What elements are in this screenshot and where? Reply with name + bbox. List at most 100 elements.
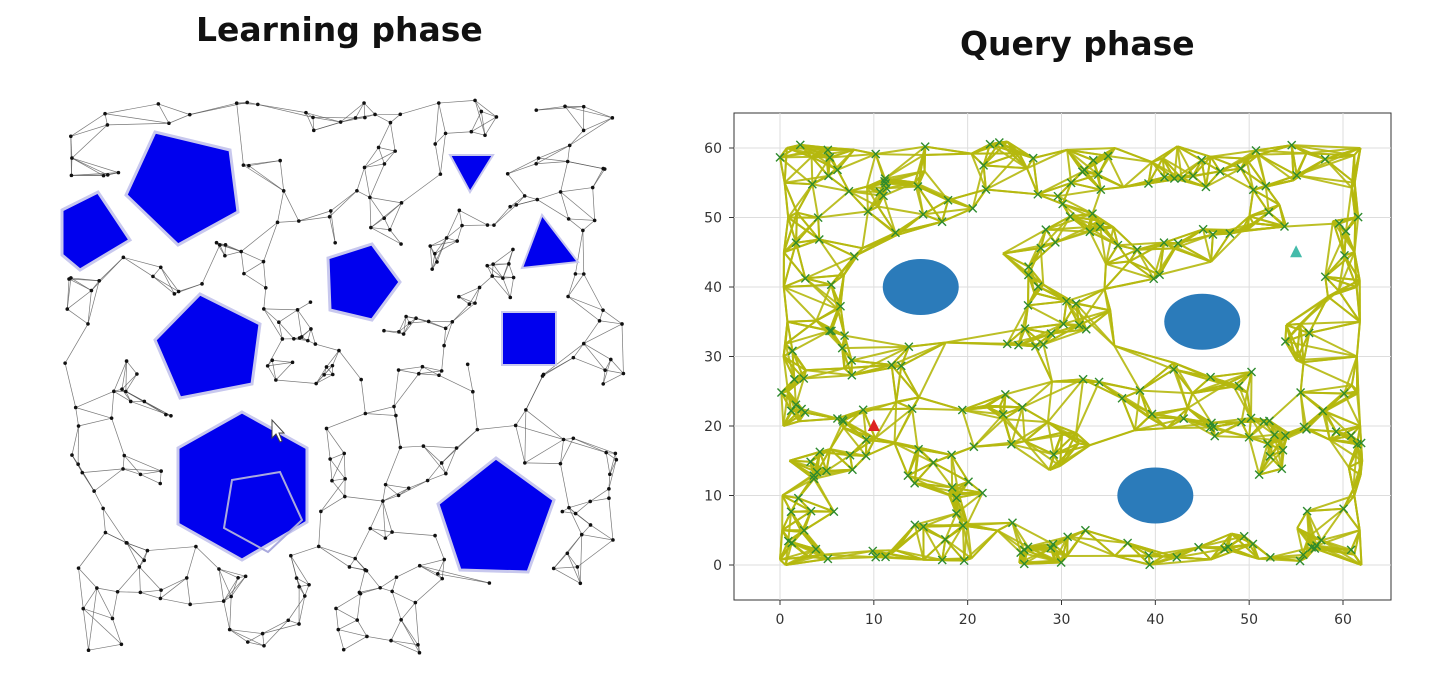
roadmap-edge xyxy=(283,190,300,222)
roadmap-node xyxy=(558,461,563,466)
roadmap-edge xyxy=(160,267,175,294)
roadmap-edge xyxy=(1085,529,1128,545)
roadmap-edge xyxy=(882,195,897,234)
roadmap-edge xyxy=(1024,440,1061,467)
obstacle-pentagon-bottom xyxy=(436,456,556,574)
roadmap-node xyxy=(70,453,74,457)
roadmap-edge xyxy=(456,225,463,242)
roadmap-node xyxy=(396,493,401,498)
roadmap-edge xyxy=(1037,193,1059,198)
roadmap-edge xyxy=(945,341,1008,345)
roadmap-edge xyxy=(267,362,293,367)
roadmap-node xyxy=(490,274,495,278)
roadmap-edge xyxy=(583,343,611,360)
roadmap-edge xyxy=(851,345,910,362)
roadmap-edge xyxy=(104,113,169,124)
roadmap-edge xyxy=(1100,186,1124,191)
roadmap-edge xyxy=(486,265,493,277)
roadmap-node xyxy=(442,557,447,562)
roadmap-edge xyxy=(438,102,446,134)
roadmap-node xyxy=(137,565,142,569)
roadmap-edge xyxy=(1105,248,1138,265)
roadmap-node xyxy=(324,365,329,369)
roadmap-node xyxy=(328,209,333,213)
roadmap-edge xyxy=(320,478,346,512)
roadmap-node xyxy=(421,444,426,448)
roadmap-edge xyxy=(605,452,617,460)
roadmap-edge xyxy=(516,195,525,206)
roadmap-edge xyxy=(186,546,197,579)
roadmap-node xyxy=(560,509,565,514)
roadmap-node xyxy=(311,128,316,133)
roadmap-edge xyxy=(536,161,568,165)
roadmap-edge xyxy=(1123,176,1165,189)
roadmap-edge xyxy=(1214,435,1250,439)
roadmap-edge xyxy=(1108,155,1153,164)
roadmap-edge xyxy=(1002,228,1047,255)
roadmap-edge xyxy=(436,237,447,263)
roadmap-edge xyxy=(474,287,480,304)
roadmap-edge xyxy=(104,113,108,125)
learning-roadmap-nodes xyxy=(63,98,626,655)
obstacle-pentagon-center xyxy=(326,242,402,322)
roadmap-node xyxy=(167,121,171,126)
roadmap-edge xyxy=(441,462,447,474)
roadmap-node xyxy=(214,240,219,245)
roadmap-edge xyxy=(415,578,443,603)
roadmap-node xyxy=(314,381,318,386)
roadmap-edge xyxy=(275,379,317,384)
roadmap-edge xyxy=(1117,244,1138,251)
roadmap-edge xyxy=(538,157,568,162)
roadmap-edge xyxy=(790,497,800,513)
roadmap-node xyxy=(223,243,228,247)
roadmap-node xyxy=(392,404,396,409)
roadmap-edge xyxy=(568,501,591,509)
roadmap-edge xyxy=(121,361,127,390)
roadmap-edge xyxy=(366,636,392,641)
roadmap-node xyxy=(234,101,239,105)
roadmap-edge xyxy=(87,280,100,324)
x-tick-label: 20 xyxy=(959,612,977,628)
roadmap-node xyxy=(507,262,511,266)
roadmap-edge xyxy=(1284,324,1288,342)
roadmap-node xyxy=(363,115,367,120)
roadmap-node xyxy=(81,606,86,611)
roadmap-node xyxy=(444,236,449,240)
obstacle-ellipse xyxy=(1164,293,1241,350)
roadmap-edge xyxy=(262,619,289,634)
roadmap-edge xyxy=(1176,548,1225,559)
roadmap-edge xyxy=(158,103,190,115)
roadmap-edge xyxy=(999,405,1023,409)
roadmap-edge xyxy=(113,391,131,402)
roadmap-edge xyxy=(1043,328,1087,346)
roadmap-edge xyxy=(895,400,913,410)
roadmap-node xyxy=(158,481,163,486)
roadmap-edge xyxy=(813,468,853,480)
roadmap-node xyxy=(115,589,120,594)
roadmap-node xyxy=(120,387,124,391)
roadmap-node xyxy=(112,389,116,394)
roadmap-edge xyxy=(951,445,975,456)
roadmap-node xyxy=(610,116,615,120)
roadmap-edge xyxy=(125,391,167,415)
roadmap-node xyxy=(373,112,377,117)
roadmap-edge xyxy=(1011,440,1026,446)
roadmap-edge xyxy=(363,102,366,118)
roadmap-edge xyxy=(1252,189,1270,213)
roadmap-node xyxy=(378,585,382,590)
roadmap-node xyxy=(121,255,126,260)
roadmap-node xyxy=(511,275,516,280)
roadmap-edge xyxy=(229,596,232,630)
roadmap-edge xyxy=(83,608,122,645)
roadmap-edge xyxy=(318,546,350,568)
roadmap-edge xyxy=(794,378,805,406)
roadmap-edge xyxy=(93,490,104,509)
roadmap-edge xyxy=(950,454,970,483)
roadmap-node xyxy=(430,267,434,271)
roadmap-edge xyxy=(866,186,879,208)
roadmap-edge xyxy=(826,468,853,472)
roadmap-node xyxy=(590,185,595,190)
roadmap-edge xyxy=(307,328,312,341)
roadmap-edge xyxy=(354,528,371,559)
roadmap-edge xyxy=(370,227,390,231)
